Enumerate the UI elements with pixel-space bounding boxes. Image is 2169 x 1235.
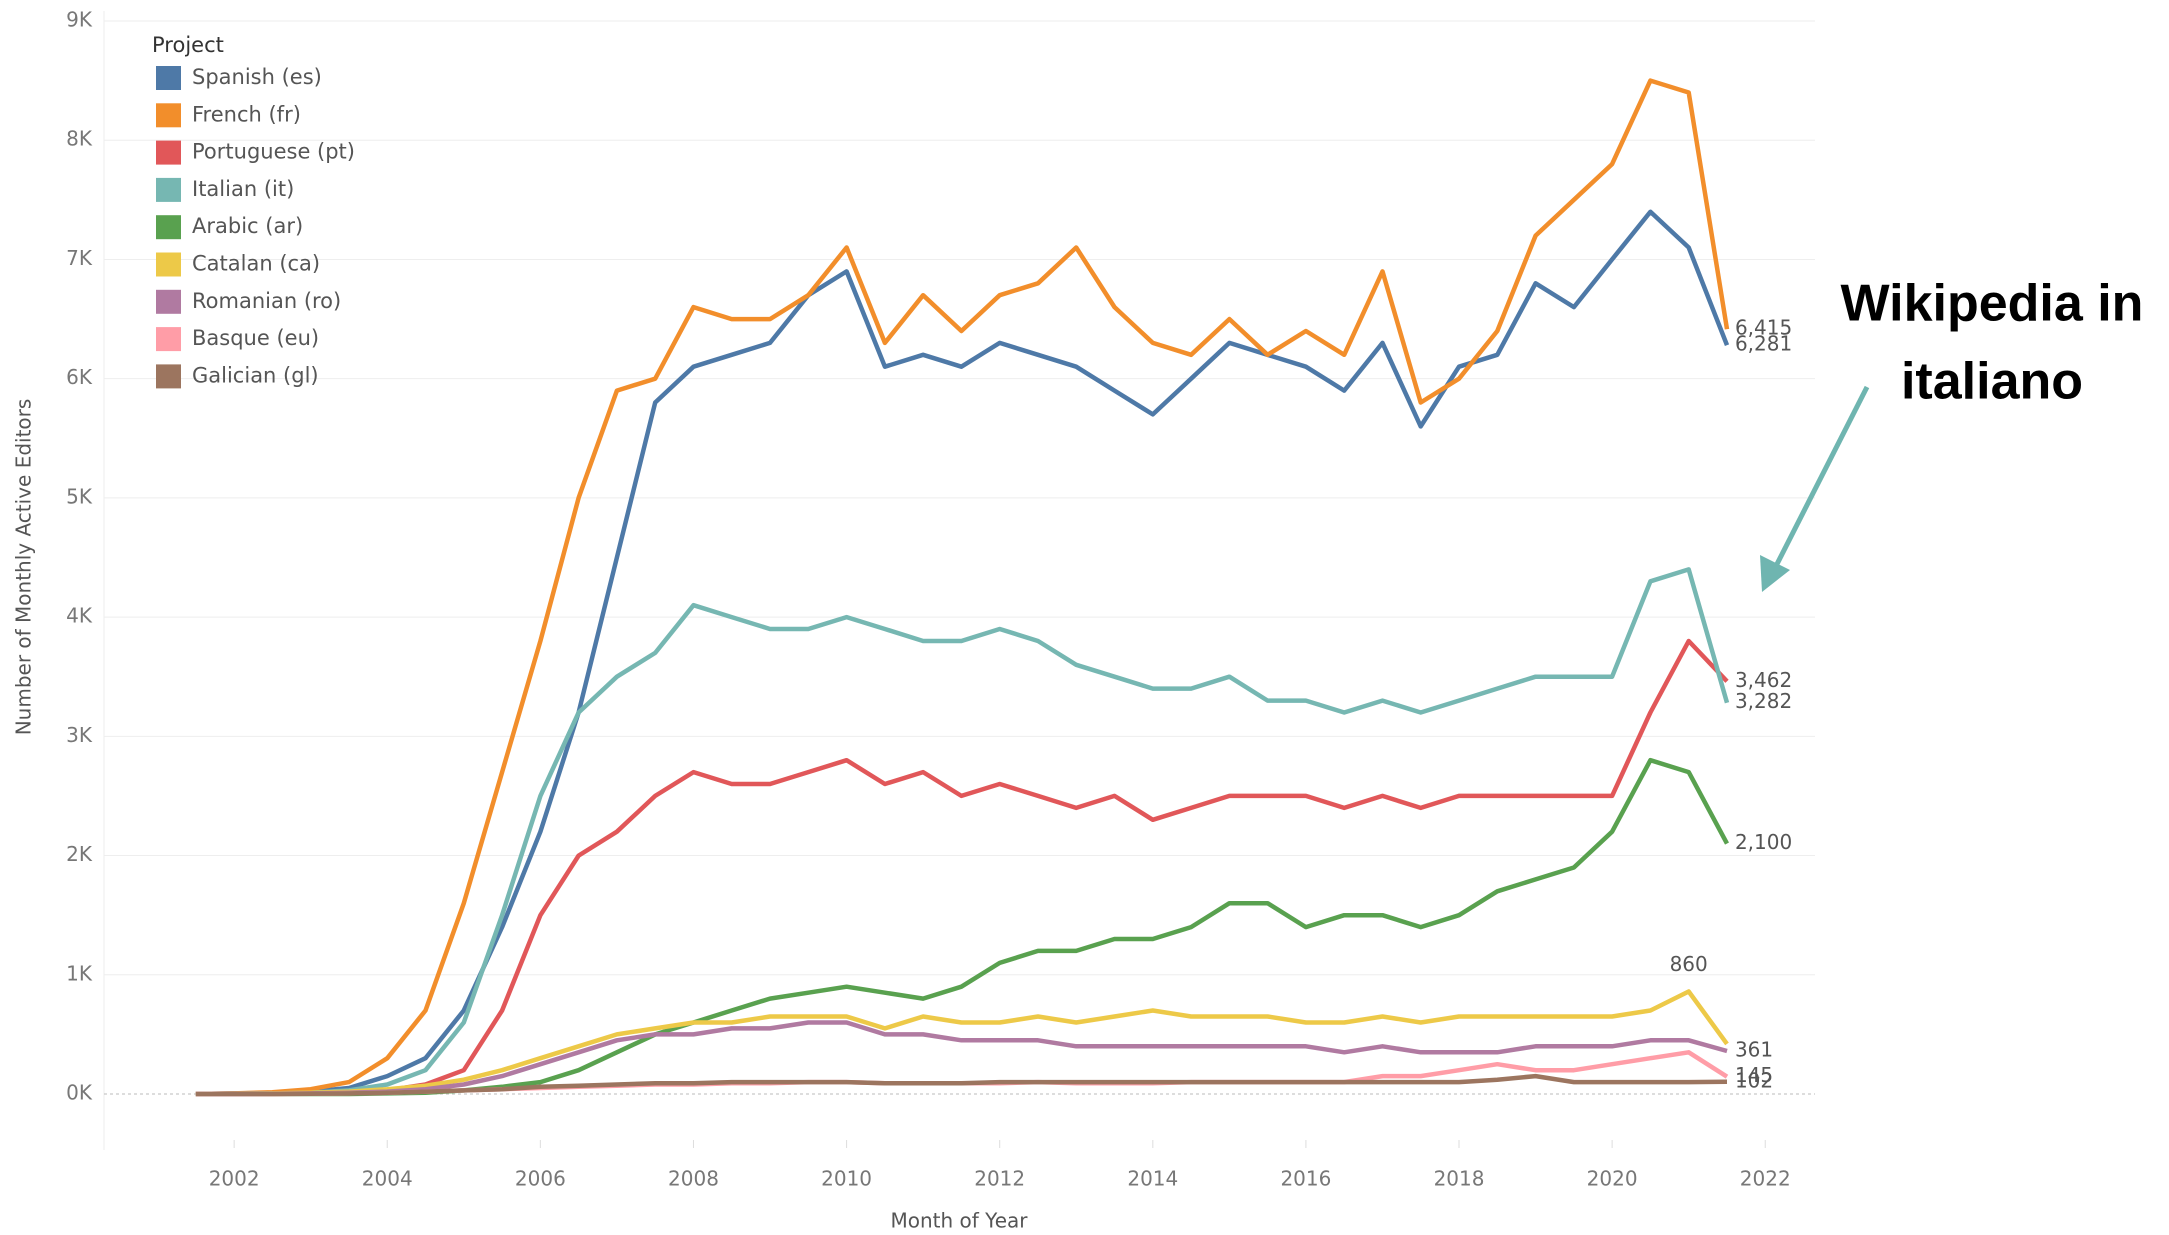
x-axis-title: Month of Year — [890, 1209, 1028, 1233]
y-tick-label: 6K — [66, 365, 93, 389]
value-label: 6,415 — [1735, 316, 1792, 340]
legend-label: Basque (eu) — [192, 326, 319, 350]
legend-label: French (fr) — [192, 102, 301, 126]
legend-label: Romanian (ro) — [192, 289, 341, 313]
legend-swatch — [156, 140, 181, 165]
legend-swatch — [156, 66, 181, 90]
y-tick-label: 0K — [66, 1081, 93, 1105]
legend-title: Project — [152, 33, 224, 57]
x-tick-label: 2022 — [1740, 1167, 1791, 1191]
y-tick-label: 4K — [66, 604, 93, 628]
annotation-text: italiano — [1901, 353, 2083, 411]
legend-label: Arabic (ar) — [192, 214, 303, 238]
y-tick-label: 3K — [66, 723, 93, 747]
x-tick-label: 2014 — [1127, 1167, 1178, 1191]
legend-swatch — [156, 252, 181, 277]
legend-swatch — [156, 289, 181, 314]
legend-label: Galician (gl) — [192, 363, 319, 387]
annotation-arrow-head — [1760, 555, 1790, 592]
legend-label: Portuguese (pt) — [192, 140, 355, 164]
series-line — [195, 638, 1729, 1097]
value-label: 3,282 — [1735, 689, 1792, 713]
x-tick-label: 2002 — [209, 1167, 260, 1191]
value-label: 3,462 — [1735, 668, 1792, 692]
x-tick-label: 2006 — [515, 1167, 566, 1191]
value-label: 102 — [1735, 1068, 1773, 1092]
x-tick-label: 2008 — [668, 1167, 719, 1191]
legend-label: Spanish (es) — [192, 65, 322, 89]
y-tick-label: 1K — [66, 961, 93, 985]
x-tick-label: 2016 — [1280, 1167, 1331, 1191]
value-label: 145 — [1735, 1063, 1773, 1087]
annotation-text: Wikipedia in — [1841, 275, 2144, 333]
legend-swatch — [156, 327, 181, 352]
series-line — [195, 567, 1730, 1097]
value-label: 2,100 — [1735, 830, 1792, 854]
y-tick-label: 9K — [66, 8, 93, 32]
y-tick-label: 7K — [66, 246, 93, 270]
annotation-arrow-shaft — [1772, 385, 1870, 570]
y-tick-label: 5K — [66, 484, 93, 508]
legend-swatch — [156, 103, 181, 128]
legend-swatch — [156, 364, 181, 389]
x-tick-label: 2018 — [1434, 1167, 1485, 1191]
series-line — [195, 1073, 1728, 1097]
value-label: 860 — [1670, 952, 1708, 976]
x-tick-label: 2010 — [821, 1167, 872, 1191]
legend-label: Catalan (ca) — [192, 252, 320, 276]
legend-swatch — [156, 215, 181, 240]
y-tick-label: 8K — [66, 127, 93, 151]
legend-label: Italian (it) — [192, 177, 294, 201]
series-line — [195, 989, 1729, 1097]
series-line — [195, 78, 1730, 1097]
y-axis-title: Number of Monthly Active Editors — [12, 399, 36, 736]
x-tick-label: 2020 — [1587, 1167, 1638, 1191]
series-line — [195, 757, 1729, 1097]
legend-swatch — [156, 177, 181, 202]
y-tick-label: 2K — [66, 842, 93, 866]
x-tick-label: 2004 — [362, 1167, 413, 1191]
series-line — [195, 209, 1730, 1097]
value-label: 361 — [1735, 1037, 1773, 1061]
x-tick-label: 2012 — [974, 1167, 1025, 1191]
value-label: 6,281 — [1735, 332, 1792, 356]
series-line — [195, 1020, 1728, 1097]
